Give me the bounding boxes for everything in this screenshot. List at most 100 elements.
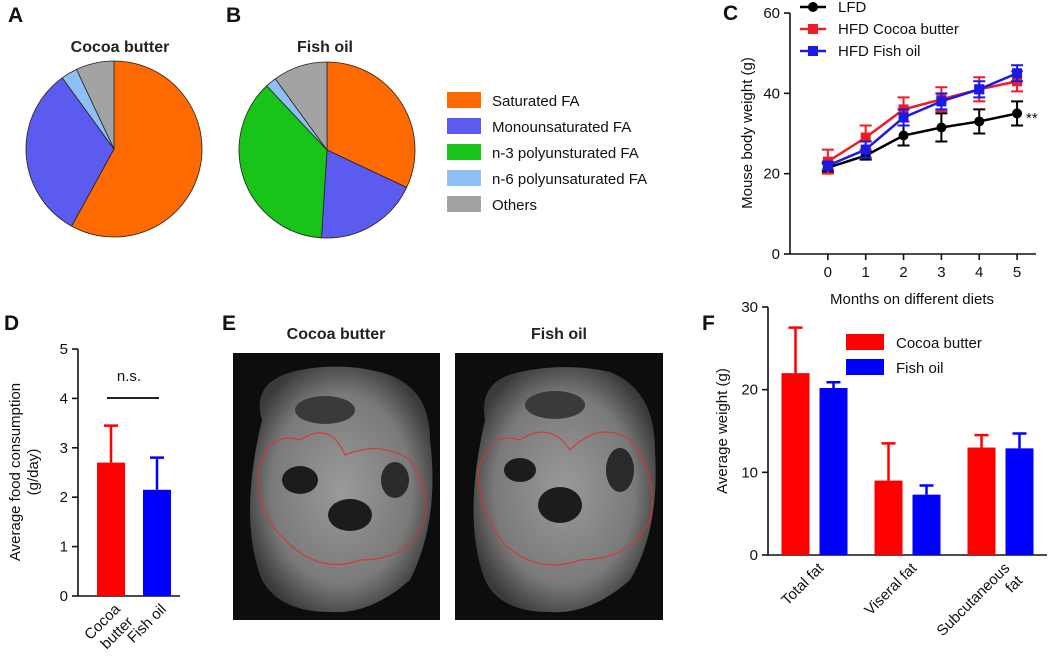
x-tick-label: 3 xyxy=(937,264,945,281)
y-axis-label: Mouse body weight (g) xyxy=(739,57,756,209)
legend-swatch xyxy=(447,92,481,108)
error-bar xyxy=(881,442,896,481)
legend-label: Cocoa butter xyxy=(896,335,982,352)
legend-label: HFD Fish oil xyxy=(838,43,921,60)
error-bar xyxy=(1012,432,1027,449)
legend-label: Saturated FA xyxy=(492,93,580,110)
x-tick-label: 2 xyxy=(899,264,907,281)
x-tick-label: 4 xyxy=(975,264,983,281)
panel-letter: E xyxy=(222,312,236,335)
legend-swatch xyxy=(447,196,481,212)
legend-label: Others xyxy=(492,197,537,214)
marker xyxy=(974,116,985,127)
y-axis-label-group: Average food consumption(g/day) xyxy=(7,383,42,561)
x-tick-label: Total fat xyxy=(778,559,828,609)
legend-swatch xyxy=(846,334,884,350)
mri-image xyxy=(233,353,440,620)
y-axis-label: Average food consumption(g/day) xyxy=(7,383,42,561)
pie-slice xyxy=(75,60,115,150)
series-line xyxy=(827,72,1018,167)
panel-letter: F xyxy=(702,312,715,335)
x-tick-label-group: Total fat xyxy=(778,559,828,609)
error-bar xyxy=(104,424,118,463)
bar xyxy=(912,494,941,555)
x-tick-label: Viseral fat xyxy=(861,559,921,619)
y-axis-label-group: Mouse body weight (g) xyxy=(739,57,756,209)
marker xyxy=(1012,68,1023,79)
y-tick-label: 2 xyxy=(60,489,68,506)
y-tick-label: 1 xyxy=(60,539,68,556)
legend-marker xyxy=(808,2,818,12)
x-tick-label-group: Cocoabutter xyxy=(81,600,136,652)
series-line xyxy=(827,112,1018,169)
x-tick-label-group: Subcutaneousfat xyxy=(933,559,1026,652)
marker xyxy=(1012,108,1023,119)
legend-label: LFD xyxy=(838,0,867,16)
legend-swatch xyxy=(447,170,481,186)
x-tick-label: Subcutaneousfat xyxy=(933,559,1026,652)
y-tick-label: 5 xyxy=(60,341,68,358)
x-tick-label: 5 xyxy=(1013,264,1021,281)
y-tick-label: 40 xyxy=(763,85,780,102)
marker xyxy=(898,112,909,123)
marker xyxy=(936,96,947,107)
error-bar xyxy=(826,380,841,389)
x-tick-label: 0 xyxy=(824,264,832,281)
legend-label: n-3 polyunsturated FA xyxy=(492,145,639,162)
mri-image xyxy=(455,353,663,620)
image-title: Cocoa butter xyxy=(287,326,386,343)
bar xyxy=(819,388,848,555)
annotation: ** xyxy=(1026,110,1038,127)
legend-marker xyxy=(808,24,818,34)
y-tick-label: 0 xyxy=(60,588,68,605)
y-tick-label: 30 xyxy=(741,299,758,316)
pie-slice xyxy=(321,149,408,239)
error-bar xyxy=(150,456,164,490)
bar xyxy=(967,447,996,555)
pie-slice xyxy=(25,77,115,227)
bar xyxy=(97,462,125,596)
series-line xyxy=(827,80,1018,163)
panel-letter: B xyxy=(226,4,241,27)
y-axis-label: Average weight (g) xyxy=(714,368,731,494)
marker xyxy=(860,132,871,143)
y-tick-label: 0 xyxy=(772,246,780,263)
y-tick-label: 10 xyxy=(741,464,758,481)
error-bar xyxy=(974,433,989,448)
legend-marker xyxy=(808,46,818,56)
bar xyxy=(874,480,903,555)
pie-title: Fish oil xyxy=(297,39,353,56)
pie-title: Cocoa butter xyxy=(71,39,170,56)
panel-letter: A xyxy=(8,4,23,27)
pie-slice xyxy=(326,61,416,189)
y-axis-label-group: Average weight (g) xyxy=(714,368,731,494)
legend-label: Monounsaturated FA xyxy=(492,119,631,136)
bar xyxy=(143,489,171,596)
marker xyxy=(898,130,909,141)
legend-swatch xyxy=(846,359,884,375)
marker xyxy=(936,122,947,133)
legend-swatch xyxy=(447,118,481,134)
y-tick-label: 20 xyxy=(741,382,758,399)
marker xyxy=(860,144,871,155)
x-tick-label: 1 xyxy=(862,264,870,281)
y-tick-label: 4 xyxy=(60,390,68,407)
annotation: n.s. xyxy=(117,368,141,385)
pie-slice xyxy=(238,85,328,239)
x-tick-label-group: Viseral fat xyxy=(861,559,921,619)
legend-label: HFD Cocoa butter xyxy=(838,21,959,38)
error-bar xyxy=(919,484,934,495)
marker xyxy=(974,84,985,95)
x-axis-label: Months on different diets xyxy=(830,291,994,308)
panel-letter: C xyxy=(723,2,738,25)
legend-swatch xyxy=(447,144,481,160)
y-tick-label: 20 xyxy=(763,166,780,183)
error-bar xyxy=(788,326,803,374)
legend-label: Fish oil xyxy=(896,360,944,377)
y-tick-label: 3 xyxy=(60,440,68,457)
y-tick-label: 60 xyxy=(763,5,780,22)
pie-slice xyxy=(71,60,203,238)
image-title: Fish oil xyxy=(531,326,587,343)
